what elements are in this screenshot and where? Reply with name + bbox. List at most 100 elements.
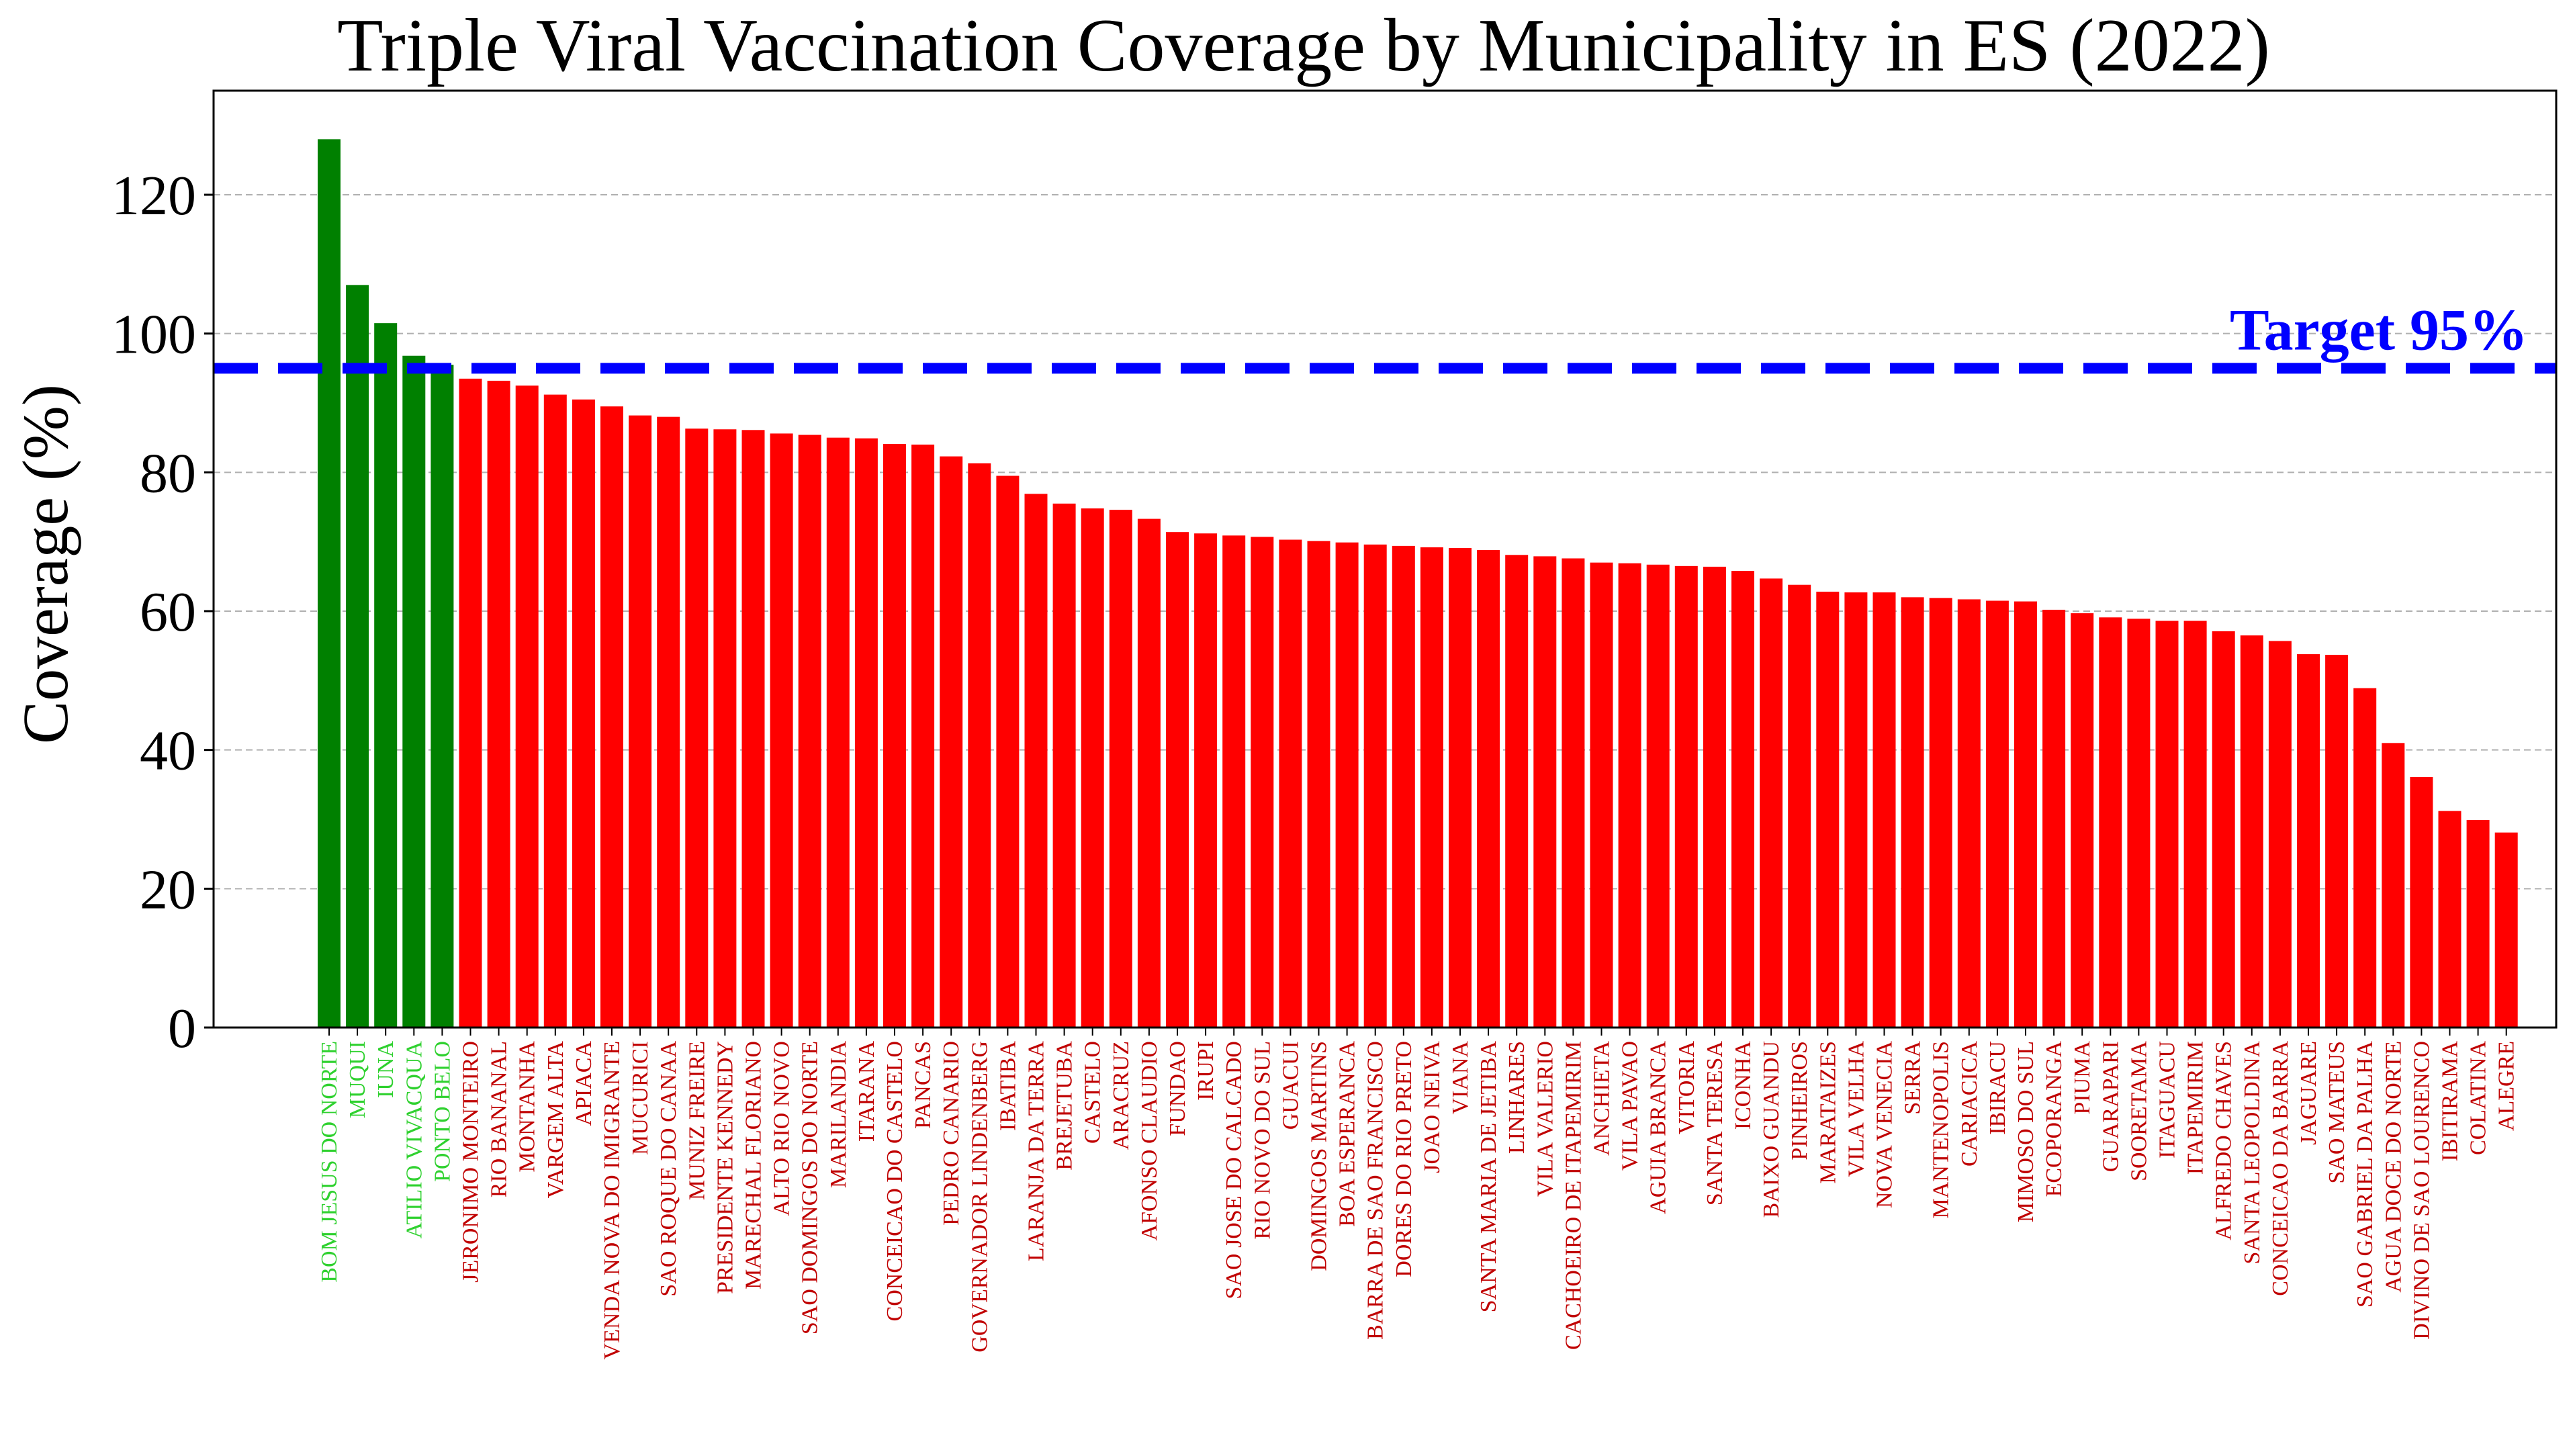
x-tick-label: SANTA LEOPOLDINA (2240, 1041, 2265, 1265)
bar (1760, 578, 1783, 1028)
bar (1674, 565, 1698, 1028)
x-tick-label: PRESIDENTE KENNEDY (713, 1041, 737, 1294)
bar (713, 429, 737, 1028)
bar (572, 399, 595, 1028)
bar (1137, 518, 1161, 1028)
bar (1392, 545, 1415, 1028)
bar (2127, 619, 2151, 1028)
bar (940, 456, 963, 1028)
x-tick-label: RIO NOVO DO SUL (1250, 1041, 1275, 1240)
bar (1872, 592, 1896, 1028)
bar (1109, 510, 1132, 1028)
x-tick-label: MUQUI (345, 1041, 370, 1118)
bar (1166, 532, 1189, 1028)
x-tick-label: LARANJA DA TERRA (1024, 1041, 1049, 1262)
x-tick-label: ITARANA (854, 1041, 879, 1142)
bar (2494, 832, 2518, 1028)
x-tick-label: RIO BANANAL (487, 1041, 512, 1197)
x-tick-label: BARRA DE SAO FRANCISCO (1363, 1041, 1388, 1340)
chart-title: Triple Viral Vaccination Coverage by Mun… (337, 4, 2270, 87)
bar (1788, 584, 1811, 1028)
x-tick-label: ECOPORANGA (2042, 1041, 2067, 1197)
x-tick-label: ALTO RIO NOVO (770, 1041, 795, 1216)
x-tick-label: GUARAPARI (2098, 1041, 2123, 1172)
y-tick-label: 100 (111, 304, 196, 366)
y-tick-label: 60 (140, 581, 196, 643)
bar (2042, 609, 2066, 1028)
x-tick-label: VILA VALERIO (1533, 1041, 1557, 1197)
bar (1816, 592, 1840, 1028)
x-tick-label: BREJETUBA (1052, 1041, 1077, 1171)
x-tick-label: COLATINA (2466, 1041, 2491, 1155)
bar (826, 437, 850, 1028)
bar (2071, 613, 2094, 1028)
bar (996, 475, 1020, 1028)
x-tick-label: MARECHAL FLORIANO (741, 1041, 766, 1289)
y-axis-label: Coverage (%) (9, 384, 81, 744)
y-tick-label: 0 (168, 997, 196, 1060)
x-tick-label: PANCAS (911, 1041, 936, 1129)
bar (2382, 743, 2405, 1028)
bar (1731, 571, 1754, 1028)
bar (968, 463, 991, 1028)
x-tick-label: GOVERNADOR LINDENBERG (967, 1041, 992, 1353)
bar (2099, 617, 2122, 1028)
x-tick-label: ANCHIETA (1590, 1041, 1615, 1156)
x-tick-label: PEDRO CANARIO (939, 1041, 964, 1226)
bar (1703, 566, 1726, 1028)
y-tick-label: 120 (111, 165, 196, 227)
bar (2155, 621, 2179, 1028)
bar (600, 406, 623, 1028)
target-label: Target 95% (2230, 298, 2528, 363)
y-tick-label: 40 (140, 720, 196, 782)
bar (2183, 621, 2207, 1028)
bar (543, 394, 567, 1028)
x-tick-label: IUNA (373, 1041, 398, 1098)
x-tick-label: VILA VELHA (1844, 1041, 1868, 1177)
bar (1844, 592, 1868, 1028)
bar (1307, 541, 1330, 1028)
x-tick-label: DIVINO DE SAO LOURENCO (2409, 1041, 2434, 1340)
x-tick-label: IBATIBA (995, 1041, 1020, 1132)
bar (2438, 811, 2461, 1028)
x-tick-label: CONCEICAO DA BARRA (2268, 1041, 2293, 1296)
bar (854, 438, 878, 1028)
x-tick-label: CONCEICAO DO CASTELO (883, 1041, 907, 1321)
bar (1420, 547, 1443, 1028)
x-tick-label: APIACA (572, 1041, 596, 1126)
bar (1590, 562, 1613, 1028)
x-tick-label: FUNDAO (1165, 1041, 1190, 1136)
bar (459, 378, 482, 1028)
bar (1081, 508, 1104, 1028)
x-tick-label: VILA PAVAO (1618, 1041, 1643, 1171)
bar (487, 380, 510, 1028)
x-tick-label: CACHOEIRO DE ITAPEMIRIM (1561, 1041, 1586, 1350)
bar (1251, 537, 1274, 1028)
x-tick-label: MUNIZ FREIRE (684, 1041, 709, 1200)
x-tick-label: DORES DO RIO PRETO (1392, 1041, 1416, 1277)
x-tick-label: SANTA MARIA DE JETIBA (1476, 1041, 1501, 1313)
bar (1901, 597, 1924, 1028)
x-tick-label: ITAPEMIRIM (2183, 1041, 2208, 1175)
bar (2353, 688, 2377, 1028)
x-tick-label: NOVA VENECIA (1872, 1041, 1897, 1208)
bar (2014, 601, 2037, 1028)
bar (1505, 555, 1529, 1028)
bar (1222, 535, 1246, 1028)
bar (1477, 550, 1500, 1028)
x-tick-label: DOMINGOS MARTINS (1307, 1041, 1332, 1271)
x-tick-label: AGUIA BRANCA (1646, 1041, 1671, 1214)
bar (1562, 558, 1585, 1028)
x-tick-label: ALEGRE (2494, 1041, 2519, 1131)
bar (2212, 631, 2235, 1028)
x-tick-label: MIMOSO DO SUL (2014, 1041, 2038, 1222)
x-axis-ticks: BOM JESUS DO NORTE MUQUI IUNA ATILIO VIVACQ… (317, 1028, 2519, 1359)
bar (2297, 654, 2320, 1028)
bar (1646, 564, 1670, 1028)
x-tick-label: SOORETAMA (2126, 1041, 2151, 1181)
y-tick-label: 80 (140, 442, 196, 504)
bar (1052, 503, 1076, 1028)
x-tick-label: MARATAIZES (1815, 1041, 1840, 1184)
x-tick-label: PIUMA (2070, 1041, 2095, 1115)
